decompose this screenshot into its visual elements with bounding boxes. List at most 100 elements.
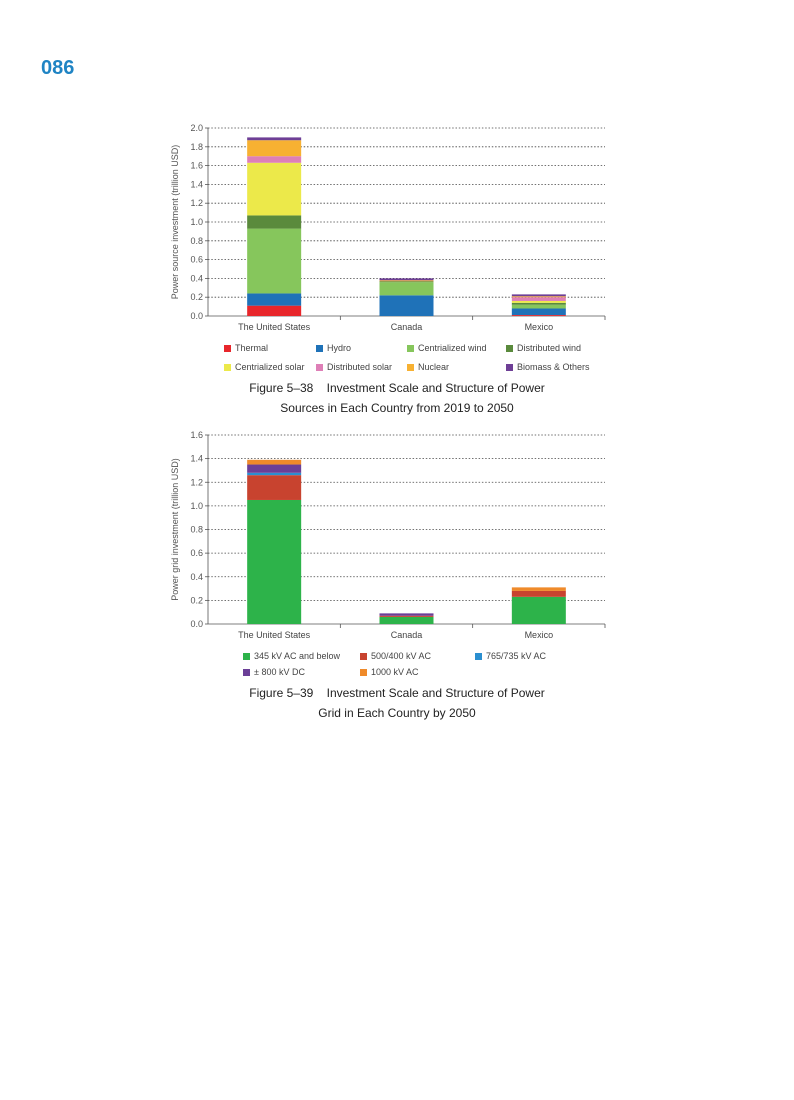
bar-segment [247, 156, 302, 163]
bar-segment [511, 300, 566, 303]
legend-label: 345 kV AC and below [254, 651, 341, 661]
figure-5-38-caption: Figure 5–38 Investment Scale and Structu… [0, 378, 794, 418]
legend-item: 765/735 kV AC [475, 651, 546, 661]
x-tick-label: The United States [238, 630, 311, 640]
y-tick-label: 0.8 [190, 525, 203, 535]
y-tick-label: 0.4 [190, 572, 203, 582]
bar-segment [247, 472, 302, 476]
legend-swatch [224, 345, 231, 352]
legend-label: Distributed wind [517, 343, 582, 353]
bar-segment [511, 308, 566, 316]
bar-segment [247, 475, 302, 500]
bar-segment [511, 315, 566, 316]
y-tick-label: 2.0 [190, 123, 203, 133]
legend-item: 345 kV AC and below [243, 651, 340, 661]
legend-label: 1000 kV AC [371, 667, 419, 677]
y-tick-label: 1.0 [190, 217, 203, 227]
bar-segment [511, 296, 566, 298]
legend-label: ± 800 kV DC [254, 667, 305, 677]
legend-swatch [316, 364, 323, 371]
y-tick-label: 0.4 [190, 273, 203, 283]
bar-segment [247, 140, 302, 157]
bar-segment [247, 162, 302, 216]
bar-segment [247, 215, 302, 229]
bar-segment [247, 228, 302, 294]
legend-label: Centrialized solar [235, 362, 305, 372]
legend-item: Distributed wind [506, 343, 581, 353]
y-tick-label: 1.2 [190, 477, 203, 487]
bar-segment [379, 616, 434, 624]
y-tick-label: 1.4 [190, 179, 203, 189]
legend-swatch [360, 669, 367, 676]
legend-swatch [243, 669, 250, 676]
y-tick-label: 0.8 [190, 236, 203, 246]
bar-segment [379, 295, 434, 316]
y-tick-label: 0.2 [190, 595, 203, 605]
bar-segment [379, 613, 434, 616]
legend-swatch [360, 653, 367, 660]
legend-item: Biomass & Others [506, 362, 590, 372]
bar-segment [511, 294, 566, 297]
bar-segment [379, 278, 434, 281]
y-tick-label: 0.6 [190, 548, 203, 558]
legend-item: Hydro [316, 343, 351, 353]
bar-segment [511, 596, 566, 624]
y-tick-label: 0.0 [190, 619, 203, 629]
caption-line-1: Figure 5–39 Investment Scale and Structu… [249, 686, 545, 700]
caption-line-2: Sources in Each Country from 2019 to 205… [280, 401, 514, 415]
y-tick-label: 1.4 [190, 454, 203, 464]
x-tick-label: The United States [238, 322, 311, 332]
legend-label: Biomass & Others [517, 362, 590, 372]
legend-label: Nuclear [418, 362, 450, 372]
y-tick-label: 1.2 [190, 198, 203, 208]
legend-item: Nuclear [407, 362, 449, 372]
y-tick-label: 1.0 [190, 501, 203, 511]
figure-5-39-caption: Figure 5–39 Investment Scale and Structu… [0, 683, 794, 723]
bar-segment [247, 305, 302, 316]
bar-segment [379, 281, 434, 283]
legend-label: Centrialized wind [418, 343, 487, 353]
bar-segment [247, 137, 302, 141]
y-axis-title: Power grid investment (trillion USD) [170, 458, 180, 601]
chart-1-group: 0.0 0.2 0.4 0.6 0.8 1.0 1.2 1.4 1.6 1.8 2.0 Power s… [170, 123, 606, 332]
legend-label: Distributed solar [327, 362, 393, 372]
bar-segment [247, 464, 302, 473]
x-tick-label: Canada [391, 322, 423, 332]
legend-label: Hydro [327, 343, 352, 353]
x-tick-label: Mexico [525, 630, 554, 640]
legend-item: Distributed solar [316, 362, 392, 372]
legend-swatch [243, 653, 250, 660]
legend-swatch [316, 345, 323, 352]
y-tick-label: 1.6 [190, 161, 203, 171]
bar-segment [247, 499, 302, 624]
bar-segment [247, 459, 302, 465]
y-tick-label: 1.6 [190, 430, 203, 440]
x-tick-label: Mexico [525, 322, 554, 332]
bar-segment [511, 587, 566, 591]
legend-power-sources: Thermal Hydro Centrialized wind Distributed… [0, 0, 794, 372]
bar-segment [379, 280, 434, 282]
legend-item: Centrialized solar [224, 362, 305, 372]
bar-segment [511, 297, 566, 301]
bar-segment [379, 282, 434, 296]
legend-item: Thermal [224, 343, 268, 353]
y-tick-label: 1.8 [190, 142, 203, 152]
y-tick-label: 0.6 [190, 255, 203, 265]
legend-swatch [506, 364, 513, 371]
y-tick-label: 0.0 [190, 311, 203, 321]
legend-swatch [475, 653, 482, 660]
legend-item: 500/400 kV AC [360, 651, 431, 661]
bar-segment [511, 304, 566, 309]
page-number: 086 [41, 57, 75, 79]
bar-segment [511, 590, 566, 597]
bar-segment [247, 293, 302, 306]
y-tick-label: 0.2 [190, 292, 203, 302]
x-tick-label: Canada [391, 630, 423, 640]
legend-swatch [407, 345, 414, 352]
bar-segment [511, 302, 566, 305]
legend-item: 1000 kV AC [360, 667, 419, 677]
chart-2-group: 0.0 0.2 0.4 0.6 0.8 1.0 1.2 1.4 1.6 Power grid in… [170, 430, 606, 640]
legend-label: 765/735 kV AC [486, 651, 547, 661]
legend-swatch [506, 345, 513, 352]
